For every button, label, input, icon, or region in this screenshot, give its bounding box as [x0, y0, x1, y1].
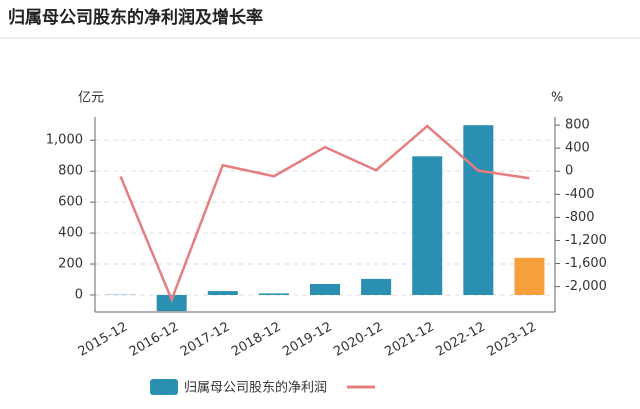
chart-title: 归属母公司股东的净利润及增长率 [8, 7, 263, 28]
y2-tick-label: -400 [565, 187, 595, 202]
y2-tick-label: -1,600 [565, 256, 607, 271]
y2-tick-label: 0 [565, 164, 573, 179]
x-tick-label: 2016-12 [127, 320, 182, 360]
y2-tick-label: 400 [565, 141, 590, 156]
title-bar [0, 0, 640, 38]
legend-swatch [150, 379, 178, 395]
x-tick-label: 2021-12 [382, 320, 437, 360]
bar [156, 294, 187, 312]
bar [514, 257, 545, 295]
x-tick-label: 2020-12 [331, 320, 386, 360]
y2-tick-label: -2,000 [565, 279, 607, 294]
bar [258, 293, 289, 295]
y-tick-label: 200 [58, 257, 83, 272]
bar [310, 283, 340, 295]
x-tick-label: 2015-12 [76, 320, 131, 360]
y-tick-label: 600 [58, 195, 83, 210]
x-tick-label: 2023-12 [485, 320, 540, 360]
legend-label: 归属母公司股东的净利润 [184, 380, 327, 396]
bar [361, 278, 392, 295]
bar [463, 125, 494, 295]
line [119, 124, 530, 304]
y2-axis-label: % [551, 91, 563, 106]
y2-tick-label: -1,200 [565, 233, 607, 248]
x-tick-label: 2018-12 [229, 320, 284, 360]
bar [412, 156, 443, 295]
y-tick-label: 800 [58, 164, 83, 179]
x-tick-label: 2017-12 [178, 320, 233, 360]
y-tick-label: 1,000 [46, 133, 83, 148]
x-tick-label: 2019-12 [280, 320, 335, 360]
y2-tick-label: 800 [565, 118, 590, 133]
bar [207, 291, 238, 295]
x-tick-label: 2022-12 [434, 320, 489, 360]
y-axis-label: 亿元 [78, 91, 104, 106]
y-tick-label: 400 [58, 226, 83, 241]
y2-tick-label: -800 [565, 210, 595, 225]
y-tick-label: 0 [75, 287, 83, 302]
